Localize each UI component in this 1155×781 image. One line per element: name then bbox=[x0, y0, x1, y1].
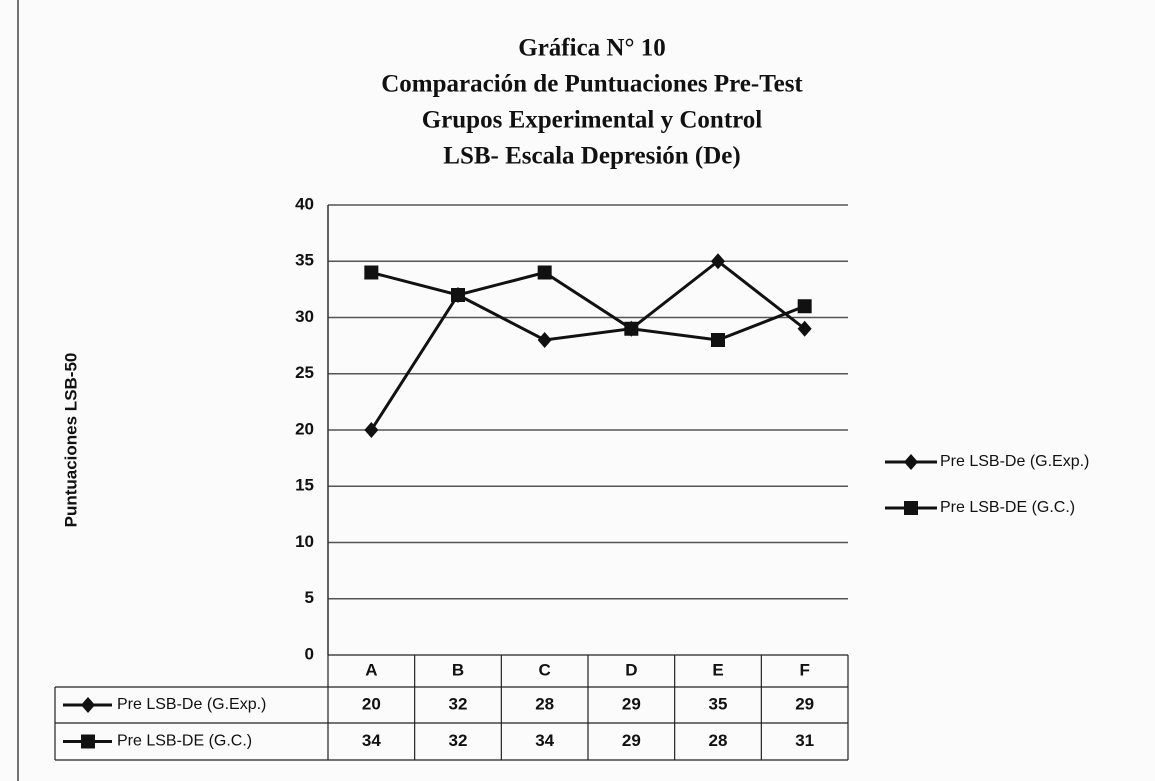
table-legend-marker bbox=[81, 734, 95, 749]
chart-subtitle: Grupos Experimental y Control bbox=[422, 107, 763, 134]
y-tick-label: 10 bbox=[295, 532, 314, 551]
y-tick-label: 20 bbox=[295, 419, 314, 438]
x-tick-label: B bbox=[452, 660, 464, 679]
series-line bbox=[370, 259, 806, 431]
table-series-name: Pre LSB-DE (G.C.) bbox=[117, 733, 252, 750]
x-tick-label: E bbox=[712, 660, 723, 679]
point bbox=[537, 332, 552, 348]
point bbox=[537, 265, 552, 280]
point bbox=[797, 299, 812, 314]
point bbox=[364, 265, 379, 280]
legend-marker bbox=[904, 501, 918, 515]
point bbox=[451, 288, 465, 302]
legend-label: Pre LSB-De (G.Exp.) bbox=[940, 453, 1089, 470]
table-cell: 29 bbox=[622, 731, 641, 750]
point bbox=[624, 321, 639, 336]
point bbox=[711, 253, 725, 270]
table-cell: 29 bbox=[795, 694, 814, 713]
table-cell: 28 bbox=[535, 694, 554, 713]
y-tick-label: 0 bbox=[305, 644, 314, 663]
point bbox=[797, 320, 812, 337]
x-tick-label: F bbox=[799, 660, 809, 679]
table-cell: 28 bbox=[709, 731, 728, 750]
point bbox=[711, 333, 725, 347]
table-cell: 34 bbox=[535, 731, 554, 750]
y-tick-label: 5 bbox=[305, 588, 314, 607]
table-cell: 31 bbox=[795, 731, 814, 750]
chart-subtitle: LSB- Escala Depresión (De) bbox=[443, 143, 740, 170]
table-cell: 35 bbox=[709, 694, 728, 713]
x-tick-label: A bbox=[365, 660, 377, 679]
table-cell: 32 bbox=[449, 731, 468, 750]
legend-label: Pre LSB-DE (G.C.) bbox=[940, 499, 1075, 516]
table-legend-marker bbox=[81, 697, 95, 713]
table-cell: 20 bbox=[362, 694, 381, 713]
y-tick-label: 30 bbox=[295, 307, 314, 326]
y-tick-label: 25 bbox=[295, 363, 314, 382]
x-tick-label: D bbox=[625, 660, 637, 679]
y-tick-label: 35 bbox=[295, 251, 314, 270]
table-cell: 34 bbox=[362, 731, 381, 750]
table-cell: 32 bbox=[449, 694, 468, 713]
chart-title: Gráfica N° 10 bbox=[518, 35, 665, 62]
y-axis-label: Puntuaciones LSB-50 bbox=[61, 353, 80, 528]
y-tick-label: 15 bbox=[295, 476, 314, 495]
table-cell: 29 bbox=[622, 694, 641, 713]
point bbox=[364, 422, 379, 438]
legend-marker bbox=[904, 454, 918, 470]
table-series-name: Pre LSB-De (G.Exp.) bbox=[117, 696, 266, 713]
chart-subtitle: Comparación de Puntuaciones Pre-Test bbox=[381, 71, 803, 98]
series-line bbox=[370, 270, 806, 342]
y-tick-label: 40 bbox=[295, 194, 314, 213]
x-tick-label: C bbox=[539, 660, 551, 679]
